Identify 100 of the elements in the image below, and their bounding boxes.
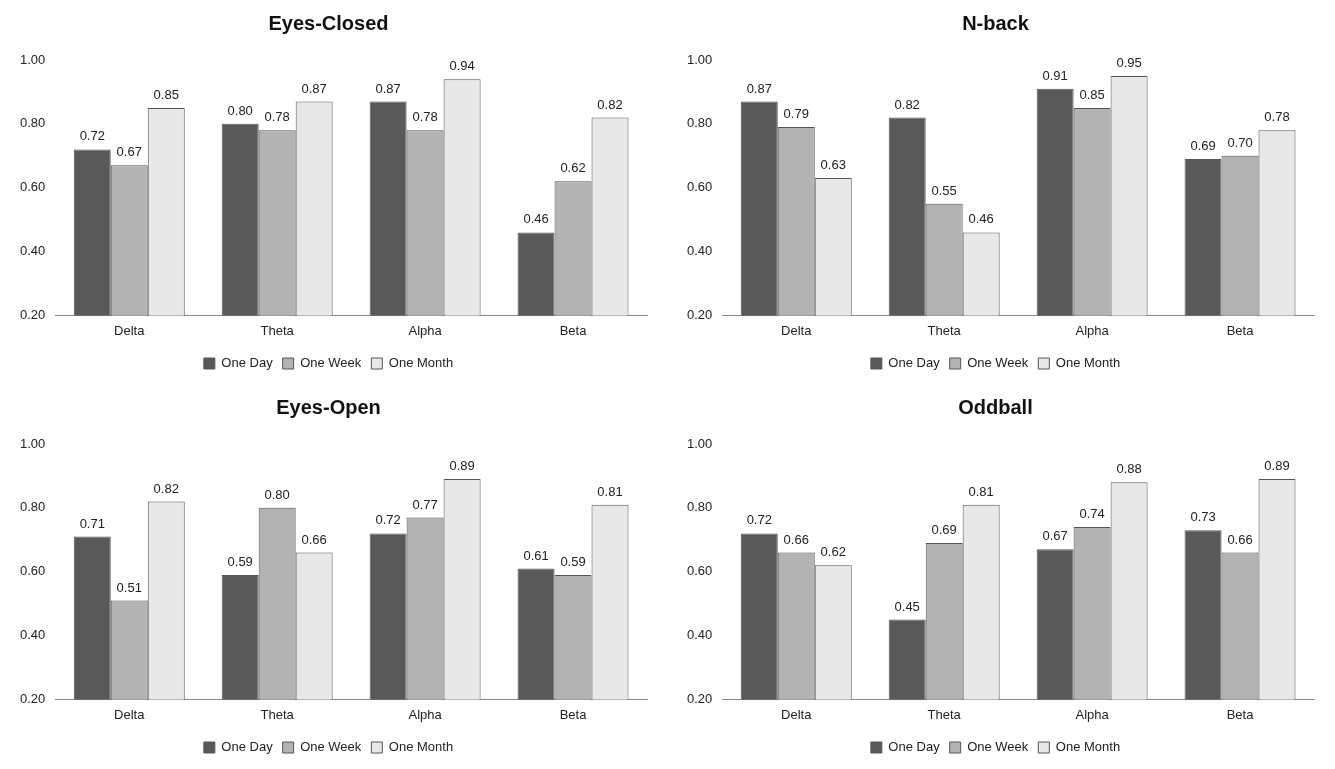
data-label: 0.71 — [79, 515, 105, 531]
data-label: 0.72 — [375, 512, 401, 528]
x-tick-label: Beta — [1226, 322, 1255, 338]
data-label: 0.72 — [79, 128, 105, 144]
y-tick-label: 0.80 — [686, 499, 713, 515]
data-label: 0.81 — [968, 483, 994, 499]
legend-label: One Week — [300, 739, 362, 755]
y-tick-label: 0.80 — [686, 115, 713, 131]
legend-label: One Month — [388, 355, 454, 371]
data-label: 0.59 — [227, 553, 253, 569]
x-tick-label: Delta — [114, 706, 146, 722]
x-tick-label: Beta — [1226, 706, 1255, 722]
data-label: 0.73 — [1190, 509, 1216, 525]
legend-label: One Day — [221, 355, 274, 371]
legend-label: One Month — [388, 739, 454, 755]
data-label: 0.78 — [412, 109, 438, 125]
x-tick-label: Alpha — [408, 322, 443, 338]
data-label: 0.80 — [227, 102, 253, 118]
data-label: 0.67 — [116, 144, 142, 160]
y-tick-label: 0.20 — [686, 306, 713, 322]
data-label: 0.59 — [560, 553, 586, 569]
data-label: 0.55 — [931, 182, 957, 198]
x-tick-label: Delta — [781, 322, 813, 338]
chart-title: Eyes-Open — [276, 395, 381, 418]
y-tick-label: 0.80 — [19, 499, 46, 515]
y-tick-label: 1.00 — [686, 51, 713, 67]
data-label: 0.61 — [523, 547, 549, 563]
x-tick-label: Alpha — [408, 706, 443, 722]
data-label: 0.95 — [1116, 55, 1142, 71]
data-label: 0.45 — [894, 598, 920, 614]
legend-label: One Day — [221, 739, 274, 755]
data-label: 0.66 — [301, 531, 327, 547]
data-label: 0.89 — [449, 458, 475, 474]
data-label: 0.79 — [783, 106, 809, 122]
data-label: 0.78 — [1264, 109, 1290, 125]
x-tick-label: Delta — [781, 706, 813, 722]
x-tick-label: Beta — [559, 706, 588, 722]
legend-label: One Day — [888, 355, 941, 371]
data-label: 0.67 — [1042, 528, 1068, 544]
data-label: 0.85 — [1079, 86, 1105, 102]
data-label: 0.69 — [1190, 138, 1216, 154]
y-tick-label: 0.20 — [19, 690, 46, 706]
x-tick-label: Theta — [260, 706, 295, 722]
x-tick-label: Theta — [927, 706, 962, 722]
data-label: 0.74 — [1079, 506, 1105, 522]
y-tick-label: 0.60 — [19, 179, 46, 195]
y-tick-label: 0.20 — [19, 306, 46, 322]
y-tick-label: 0.40 — [19, 627, 46, 643]
x-tick-label: Theta — [927, 322, 962, 338]
x-tick-label: Theta — [260, 322, 295, 338]
data-label: 0.91 — [1042, 67, 1068, 83]
data-label: 0.72 — [746, 512, 772, 528]
y-tick-label: 1.00 — [19, 435, 46, 451]
data-label: 0.62 — [820, 544, 846, 560]
legend-label: One Week — [300, 355, 362, 371]
data-label: 0.80 — [264, 486, 290, 502]
data-label: 0.82 — [597, 96, 623, 112]
data-label: 0.81 — [597, 483, 623, 499]
chart-title: N-back — [962, 11, 1030, 34]
data-label: 0.82 — [894, 96, 920, 112]
data-label: 0.66 — [1227, 531, 1253, 547]
legend-label: One Week — [967, 739, 1029, 755]
data-label: 0.77 — [412, 496, 438, 512]
y-tick-label: 0.60 — [686, 563, 713, 579]
x-tick-label: Alpha — [1075, 706, 1110, 722]
data-label: 0.70 — [1227, 134, 1253, 150]
legend-label: One Week — [967, 355, 1029, 371]
chart-title: Oddball — [958, 395, 1033, 418]
x-tick-label: Delta — [114, 322, 146, 338]
legend-label: One Day — [888, 739, 941, 755]
y-tick-label: 1.00 — [19, 51, 46, 67]
data-label: 0.46 — [523, 211, 549, 227]
y-tick-label: 0.20 — [686, 690, 713, 706]
y-tick-label: 0.60 — [686, 179, 713, 195]
legend-label: One Month — [1055, 355, 1121, 371]
data-label: 0.51 — [116, 579, 142, 595]
data-label: 0.87 — [746, 80, 772, 96]
y-tick-label: 0.40 — [19, 243, 46, 259]
data-label: 0.88 — [1116, 461, 1142, 477]
y-tick-label: 0.60 — [19, 563, 46, 579]
data-label: 0.87 — [375, 80, 401, 96]
data-label: 0.85 — [153, 86, 179, 102]
data-label: 0.62 — [560, 160, 586, 176]
data-label: 0.82 — [153, 480, 179, 496]
y-tick-label: 1.00 — [686, 435, 713, 451]
chart-title: Eyes-Closed — [268, 11, 389, 34]
legend-label: One Month — [1055, 739, 1121, 755]
y-tick-label: 0.80 — [19, 115, 46, 131]
data-label: 0.69 — [931, 522, 957, 538]
data-label: 0.46 — [968, 211, 994, 227]
y-tick-label: 0.40 — [686, 243, 713, 259]
data-label: 0.78 — [264, 109, 290, 125]
data-label: 0.94 — [449, 58, 475, 74]
x-tick-label: Beta — [559, 322, 588, 338]
y-tick-label: 0.40 — [686, 627, 713, 643]
data-label: 0.87 — [301, 80, 327, 96]
x-tick-label: Alpha — [1075, 322, 1110, 338]
data-label: 0.63 — [820, 157, 846, 173]
data-label: 0.89 — [1264, 458, 1290, 474]
data-label: 0.66 — [783, 531, 809, 547]
